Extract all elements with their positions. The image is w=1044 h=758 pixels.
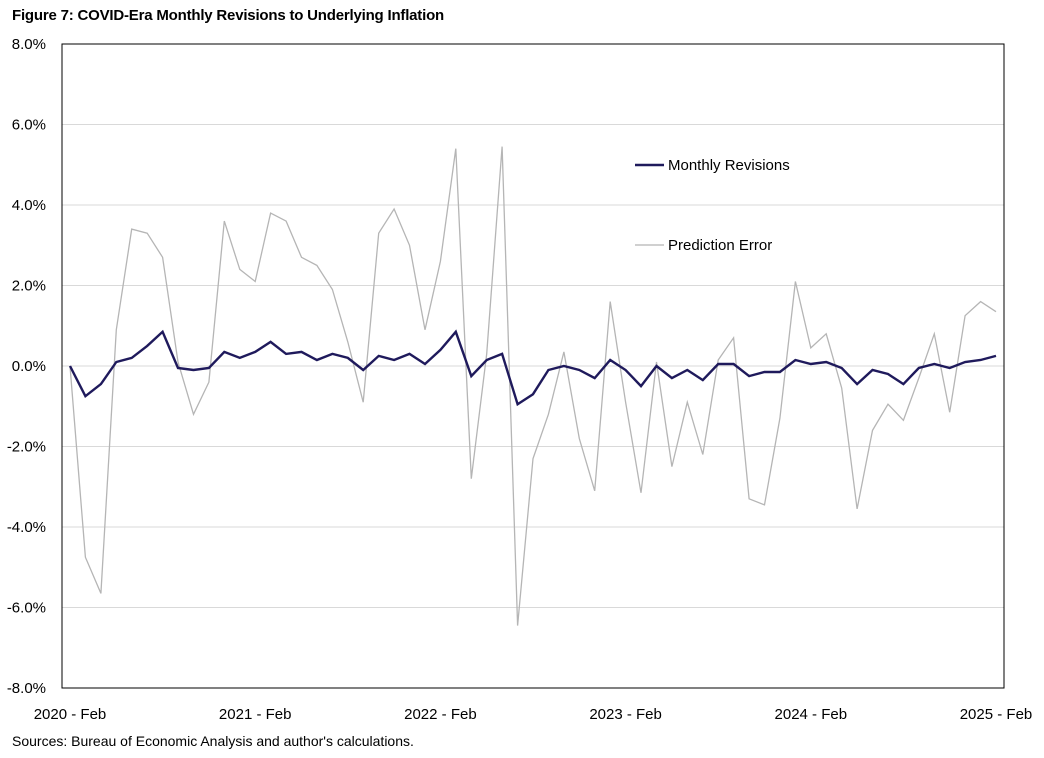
y-tick-label: 6.0% (12, 117, 46, 134)
x-tick-label: 2022 - Feb (404, 706, 477, 723)
x-axis-tick-labels: 2020 - Feb 2021 - Feb 2022 - Feb 2023 - Feb… (34, 706, 1033, 723)
y-tick-label: 2.0% (12, 278, 46, 295)
series-line-monthly-revisions (68, 329, 997, 407)
y-tick-label: 0.0% (12, 358, 46, 375)
legend: Monthly Revisions Prediction Error (635, 157, 790, 254)
chart-title: Figure 7: COVID-Era Monthly Revisions to… (12, 7, 444, 24)
y-tick-label: -4.0% (7, 519, 46, 536)
x-tick-label: 2020 - Feb (34, 706, 107, 723)
x-tick-label: 2023 - Feb (589, 706, 662, 723)
series-lines (68, 146, 997, 626)
legend-label-monthly-revisions: Monthly Revisions (668, 157, 790, 174)
gridlines (62, 124, 1004, 608)
y-tick-label: -2.0% (7, 439, 46, 456)
x-tick-label: 2021 - Feb (219, 706, 292, 723)
line-chart: 8.0% 6.0% 4.0% 2.0% 0.0% -2.0% -4.0% -6.0% -8.0%… (7, 36, 1033, 723)
y-tick-label: -6.0% (7, 600, 46, 617)
legend-label-prediction-error: Prediction Error (668, 237, 772, 254)
series-line-prediction-error (69, 146, 997, 626)
x-tick-label: 2024 - Feb (775, 706, 848, 723)
y-tick-label: 4.0% (12, 197, 46, 214)
y-axis-tick-labels: 8.0% 6.0% 4.0% 2.0% 0.0% -2.0% -4.0% -6.0% -8.0% (7, 36, 46, 697)
source-note: Sources: Bureau of Economic Analysis and… (12, 733, 414, 749)
x-tick-label: 2025 - Feb (960, 706, 1033, 723)
y-tick-label: 8.0% (12, 36, 46, 53)
plot-area-frame (61, 43, 1005, 689)
y-tick-label: -8.0% (7, 680, 46, 697)
